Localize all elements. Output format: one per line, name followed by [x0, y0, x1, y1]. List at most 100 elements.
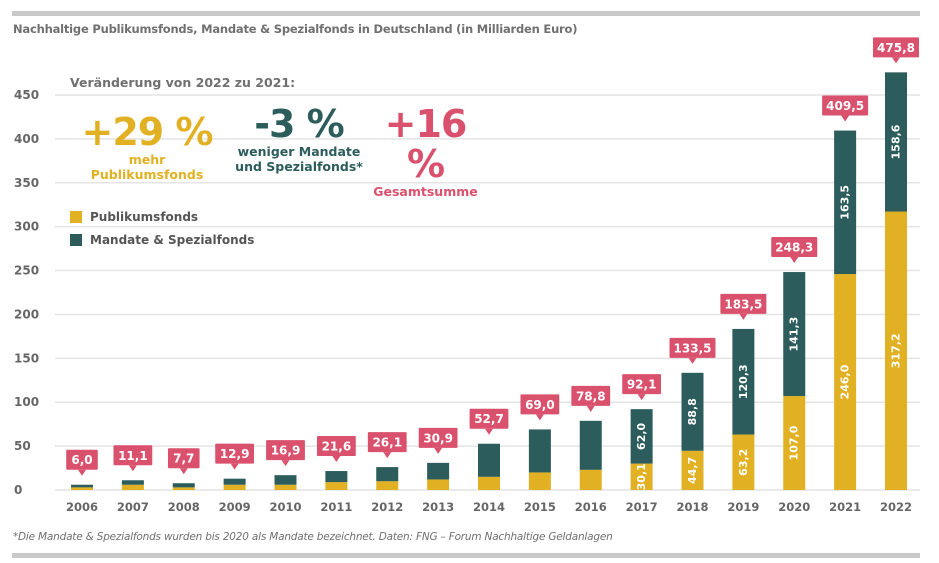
total-label-pointer	[434, 447, 443, 454]
annotation-publikum: +29 % mehr Publikumsfonds	[72, 112, 222, 182]
y-tick-label: 50	[14, 439, 31, 453]
bar-mandate	[681, 372, 704, 451]
x-tick-label: 2009	[219, 500, 251, 514]
legend-swatch	[70, 211, 82, 223]
total-label-bubble	[266, 440, 305, 461]
total-label-bubble	[418, 427, 458, 448]
x-tick-label: 2010	[269, 500, 301, 514]
total-label: 30,9	[423, 431, 453, 445]
bar-mandate	[325, 471, 348, 483]
x-tick-label: 2017	[626, 500, 658, 514]
total-label-bubble	[113, 445, 153, 466]
total-label: 7,7	[173, 452, 194, 466]
total-label-pointer	[485, 428, 493, 435]
legend-item-mandate: Mandate & Spezialfonds	[70, 233, 254, 247]
bar-mandate	[528, 429, 551, 473]
total-label: 16,9	[271, 444, 301, 458]
x-tick-label: 2014	[473, 500, 505, 514]
bar-publikumsfonds	[630, 463, 653, 490]
x-tick-label: 2015	[524, 500, 556, 514]
bar-mandate	[783, 272, 806, 397]
bar-publikumsfonds	[172, 487, 195, 490]
x-tick-label: 2016	[575, 500, 607, 514]
annotation-mandate: -3 % weniger Mandate und Spezialfonds*	[234, 104, 364, 174]
total-label-bubble	[520, 394, 560, 415]
bar-mandate	[885, 72, 907, 212]
bar-publikumsfonds	[579, 469, 602, 490]
total-label-bubble	[469, 408, 509, 429]
x-tick-label: 2013	[422, 500, 454, 514]
bar-value-label: 317,2	[890, 333, 903, 368]
y-tick-label: 400	[14, 132, 39, 146]
total-label: 6,0	[71, 453, 92, 467]
bar-value-label: 63,2	[737, 449, 750, 476]
annotation-text: mehr Publikumsfonds	[90, 152, 204, 182]
total-label: 409,5	[826, 99, 864, 113]
bar-mandate	[732, 328, 755, 435]
total-label-pointer	[281, 460, 290, 467]
x-tick-label: 2021	[829, 500, 861, 514]
bar-value-label: 246,0	[839, 364, 852, 399]
bar-mandate	[427, 462, 450, 480]
y-tick-label: 250	[14, 264, 39, 278]
annotation-total: +16 % Gesamtsumme	[368, 104, 483, 199]
total-label-pointer	[128, 465, 137, 472]
bar-value-label: 163,5	[839, 185, 852, 220]
total-label-pointer	[332, 456, 341, 463]
x-tick-label: 2019	[727, 500, 759, 514]
total-label: 133,5	[674, 341, 712, 355]
bar-mandate	[223, 478, 246, 485]
total-label-bubble	[571, 385, 611, 406]
bar-publikumsfonds	[783, 396, 806, 490]
bar-value-label: 62,0	[635, 422, 648, 449]
bar-publikumsfonds	[885, 211, 907, 490]
bar-publikumsfonds	[732, 434, 755, 490]
y-tick-label: 300	[14, 220, 39, 234]
total-label-pointer	[841, 115, 850, 122]
bar-publikumsfonds	[681, 450, 704, 490]
annotation-value: +16 %	[384, 102, 468, 186]
legend-label: Mandate & Spezialfonds	[90, 233, 255, 247]
x-tick-label: 2018	[676, 500, 708, 514]
bar-publikumsfonds	[376, 481, 399, 490]
bar-mandate	[172, 483, 195, 488]
x-tick-label: 2020	[778, 500, 810, 514]
bar-mandate	[630, 409, 653, 464]
bar-publikumsfonds	[274, 484, 297, 490]
bar-mandate	[71, 484, 93, 488]
annotation-value: +29 %	[81, 110, 213, 154]
total-label-bubble	[215, 443, 255, 464]
bar-mandate	[274, 475, 297, 485]
bar-publikumsfonds	[325, 482, 348, 490]
annotation-text: Gesamtsumme	[373, 184, 478, 199]
bar-mandate	[834, 130, 857, 275]
total-label: 248,3	[775, 241, 813, 255]
y-tick-label: 350	[14, 176, 39, 190]
annotation-value: -3 %	[254, 102, 345, 146]
bar-value-label: 141,3	[788, 317, 801, 352]
total-label-pointer	[637, 394, 646, 401]
annotation-text: und Spezialfonds*	[235, 159, 363, 174]
legend-item-publikumsfonds: Publikumsfonds	[70, 210, 198, 224]
total-label-bubble	[771, 237, 818, 258]
total-label-pointer	[78, 469, 86, 476]
bar-publikumsfonds	[71, 487, 93, 490]
total-label: 52,7	[474, 412, 504, 426]
x-tick-label: 2011	[320, 500, 352, 514]
legend-swatch	[70, 234, 82, 246]
total-label-bubble	[316, 436, 356, 457]
total-label-bubble	[167, 448, 200, 469]
total-label: 21,6	[322, 440, 352, 454]
legend-label: Publikumsfonds	[90, 210, 199, 224]
total-label-pointer	[586, 405, 595, 412]
total-label-bubble	[669, 337, 716, 358]
total-label-bubble	[622, 374, 662, 395]
footnote: *Die Mandate & Spezialfonds wurden bis 2…	[13, 531, 613, 543]
total-label-bubble	[873, 37, 919, 58]
bar-publikumsfonds	[427, 479, 450, 490]
chart-title: Nachhaltige Publikumsfonds, Mandate & Sp…	[13, 22, 578, 36]
bar-value-label: 30,1	[635, 463, 648, 490]
total-label-pointer	[739, 313, 748, 320]
y-tick-label: 150	[14, 351, 39, 365]
